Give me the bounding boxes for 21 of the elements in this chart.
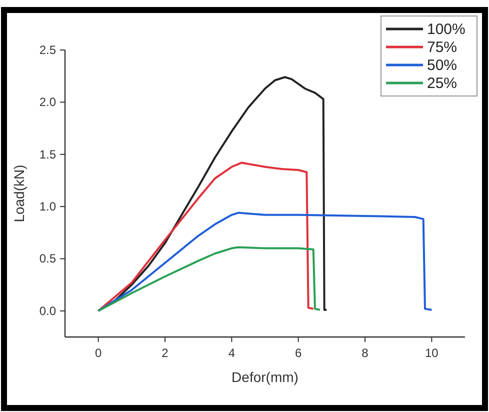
y-tick-label: 1.0 bbox=[39, 200, 56, 214]
line-series bbox=[97, 212, 433, 312]
y-tick-label: 0.5 bbox=[39, 252, 56, 266]
legend-label: 50% bbox=[427, 57, 458, 74]
line-series bbox=[97, 246, 321, 312]
y-axis-title: Load(kN) bbox=[11, 164, 27, 222]
x-tick-label: 8 bbox=[362, 346, 369, 360]
y-tick-label: 2.5 bbox=[39, 43, 56, 57]
y-tick-label: 2.0 bbox=[39, 95, 56, 110]
x-tick-label: 4 bbox=[228, 346, 236, 360]
x-axis-title: Defor(mm) bbox=[232, 369, 298, 385]
legend-label: 25% bbox=[427, 75, 458, 92]
y-tick-label: 0.0 bbox=[39, 304, 56, 318]
y-tick-label: 1.5 bbox=[39, 147, 56, 162]
legend-label: 75% bbox=[427, 39, 458, 56]
line-series bbox=[97, 162, 314, 312]
x-tick-label: 0 bbox=[94, 346, 102, 360]
x-tick-label: 2 bbox=[162, 346, 169, 360]
x-tick-label: 6 bbox=[294, 346, 302, 360]
x-tick-label: 10 bbox=[424, 346, 439, 360]
legend-label: 100% bbox=[427, 21, 466, 38]
